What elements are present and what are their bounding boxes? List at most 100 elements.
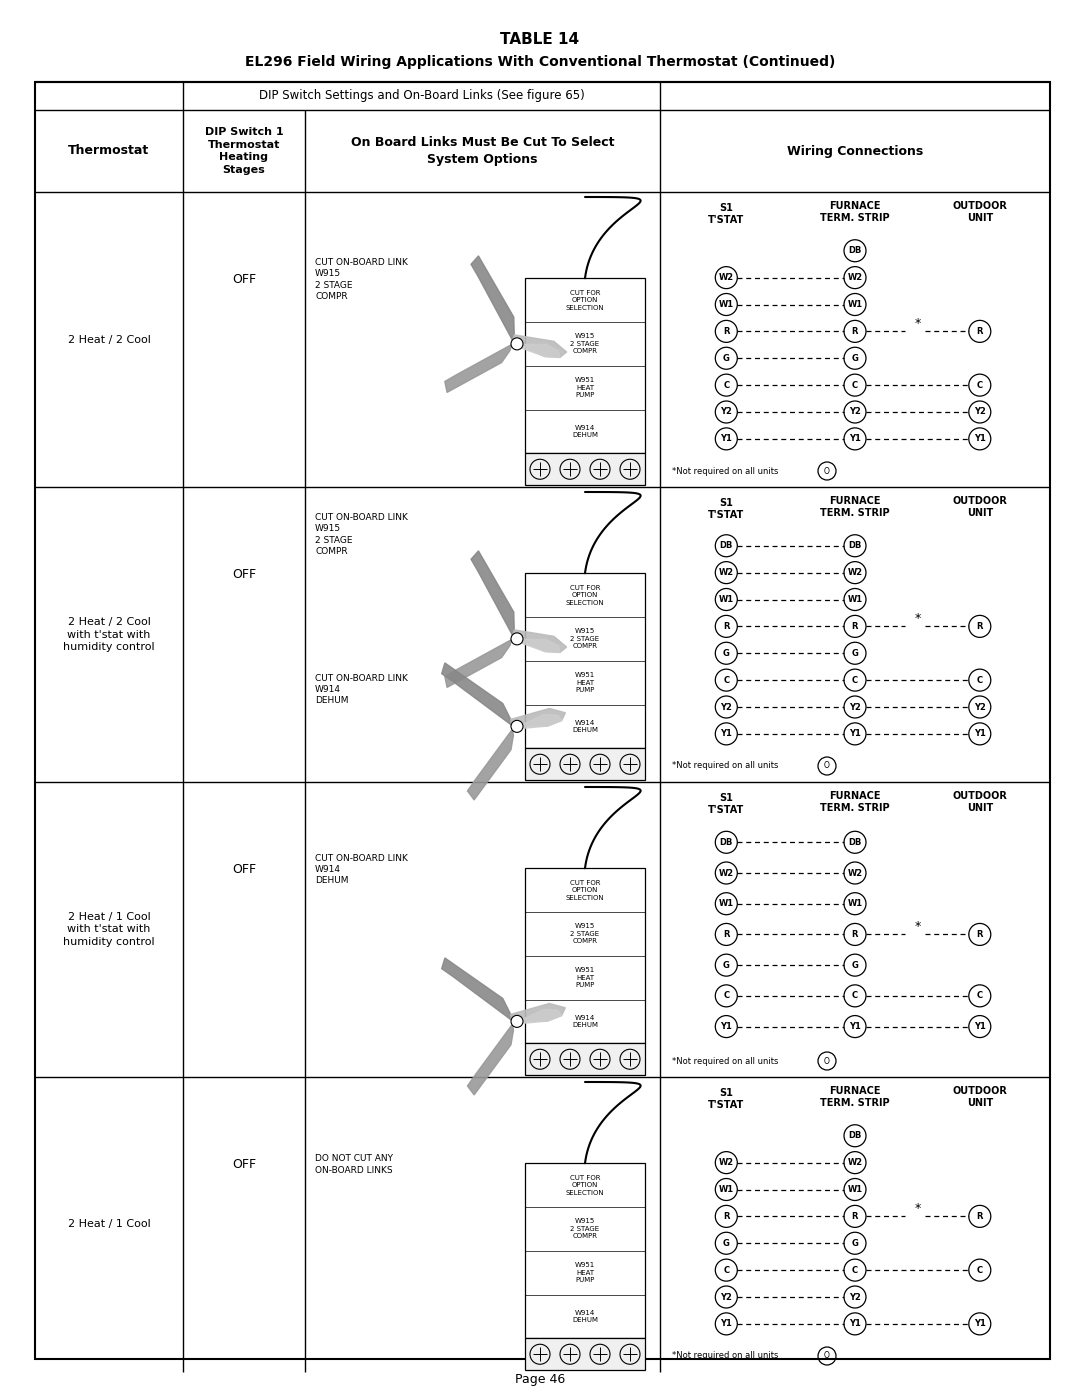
Text: S1: S1: [719, 203, 733, 212]
Text: Y1: Y1: [720, 1319, 732, 1329]
Text: *Not required on all units: *Not required on all units: [672, 467, 779, 475]
Circle shape: [511, 338, 523, 349]
Polygon shape: [512, 715, 562, 729]
Polygon shape: [512, 1010, 562, 1024]
Polygon shape: [512, 640, 559, 652]
Polygon shape: [468, 729, 513, 800]
Text: W951
HEAT
PUMP: W951 HEAT PUMP: [575, 1261, 595, 1282]
Text: CUT FOR
OPTION
SELECTION: CUT FOR OPTION SELECTION: [566, 1175, 605, 1196]
Text: Y1: Y1: [974, 1023, 986, 1031]
Text: Y2: Y2: [849, 408, 861, 416]
Circle shape: [511, 721, 523, 732]
Circle shape: [511, 1016, 523, 1027]
Text: *: *: [915, 921, 920, 933]
Text: O: O: [824, 761, 829, 771]
Text: OUTDOOR: OUTDOOR: [953, 201, 1008, 211]
Text: Y2: Y2: [849, 703, 861, 711]
Text: *Not required on all units: *Not required on all units: [672, 761, 779, 771]
Text: T'STAT: T'STAT: [708, 510, 744, 520]
Text: W1: W1: [718, 1185, 734, 1194]
Text: CUT FOR
OPTION
SELECTION: CUT FOR OPTION SELECTION: [566, 584, 605, 606]
Text: G: G: [723, 648, 730, 658]
Text: UNIT: UNIT: [967, 509, 993, 518]
Bar: [525, 749, 645, 781]
Text: C: C: [852, 1266, 859, 1274]
Circle shape: [511, 633, 523, 645]
Text: DB: DB: [848, 838, 862, 847]
Text: TERM. STRIP: TERM. STRIP: [820, 212, 890, 224]
Text: DB: DB: [848, 541, 862, 550]
Text: FURNACE: FURNACE: [829, 496, 881, 506]
Text: G: G: [723, 353, 730, 363]
Text: S1: S1: [719, 793, 733, 803]
Text: W1: W1: [848, 300, 863, 309]
Text: W2: W2: [848, 569, 863, 577]
Text: W951
HEAT
PUMP: W951 HEAT PUMP: [575, 672, 595, 693]
Text: Y2: Y2: [720, 408, 732, 416]
Text: C: C: [724, 1266, 729, 1274]
Text: Y1: Y1: [849, 1319, 861, 1329]
Text: FURNACE: FURNACE: [829, 791, 881, 800]
Text: O: O: [824, 467, 829, 475]
Text: W1: W1: [848, 595, 863, 604]
Text: G: G: [723, 961, 730, 970]
Text: Y2: Y2: [720, 1292, 732, 1302]
Text: Y1: Y1: [849, 1023, 861, 1031]
Text: W1: W1: [718, 900, 734, 908]
Polygon shape: [511, 708, 565, 726]
Text: C: C: [976, 380, 983, 390]
Text: C: C: [724, 380, 729, 390]
Text: DIP Switch Settings and On-Board Links (See figure 65): DIP Switch Settings and On-Board Links (…: [258, 89, 584, 102]
Text: W1: W1: [718, 595, 734, 604]
Text: R: R: [976, 1211, 983, 1221]
Text: OUTDOOR: OUTDOOR: [953, 791, 1008, 800]
Text: C: C: [724, 992, 729, 1000]
Text: W2: W2: [848, 274, 863, 282]
Text: G: G: [851, 353, 859, 363]
Text: W2: W2: [848, 1158, 863, 1166]
Text: 2 Heat / 1 Cool: 2 Heat / 1 Cool: [68, 1220, 150, 1229]
Text: C: C: [976, 992, 983, 1000]
Bar: [525, 1044, 645, 1076]
Polygon shape: [468, 1024, 513, 1095]
Text: S1: S1: [719, 497, 733, 509]
Text: Page 46: Page 46: [515, 1372, 565, 1386]
Text: 2 Heat / 2 Cool: 2 Heat / 2 Cool: [68, 334, 150, 345]
Text: R: R: [723, 930, 730, 939]
Text: R: R: [976, 930, 983, 939]
Text: FURNACE: FURNACE: [829, 1085, 881, 1097]
Text: CUT ON-BOARD LINK
W915
2 STAGE
COMPR: CUT ON-BOARD LINK W915 2 STAGE COMPR: [315, 513, 408, 556]
Bar: [525, 453, 645, 485]
Text: T'STAT: T'STAT: [708, 215, 744, 225]
Text: Y2: Y2: [720, 703, 732, 711]
Text: R: R: [852, 1211, 859, 1221]
Text: UNIT: UNIT: [967, 803, 993, 813]
Text: W951
HEAT
PUMP: W951 HEAT PUMP: [575, 967, 595, 988]
Text: Y1: Y1: [974, 434, 986, 443]
Text: S1: S1: [719, 1088, 733, 1098]
Text: W2: W2: [718, 869, 734, 877]
Polygon shape: [511, 1003, 565, 1021]
Text: DB: DB: [719, 541, 733, 550]
Text: C: C: [852, 992, 859, 1000]
Text: W2: W2: [848, 869, 863, 877]
Text: UNIT: UNIT: [967, 1098, 993, 1108]
Text: UNIT: UNIT: [967, 212, 993, 224]
Text: EL296 Field Wiring Applications With Conventional Thermostat (Continued): EL296 Field Wiring Applications With Con…: [245, 54, 835, 68]
Text: DB: DB: [848, 246, 862, 256]
Text: Y1: Y1: [849, 434, 861, 443]
Text: T'STAT: T'STAT: [708, 805, 744, 814]
Text: DB: DB: [719, 838, 733, 847]
Text: G: G: [723, 1239, 730, 1248]
Text: Wiring Connections: Wiring Connections: [787, 144, 923, 158]
Bar: [525, 869, 645, 1044]
Text: W1: W1: [848, 1185, 863, 1194]
Text: C: C: [724, 676, 729, 685]
Text: *Not required on all units: *Not required on all units: [672, 1351, 779, 1361]
Text: R: R: [852, 327, 859, 335]
Polygon shape: [471, 550, 514, 636]
Polygon shape: [442, 664, 512, 725]
Text: OFF: OFF: [232, 272, 256, 286]
Text: *: *: [915, 612, 920, 624]
Text: W914
DEHUM: W914 DEHUM: [572, 425, 598, 439]
